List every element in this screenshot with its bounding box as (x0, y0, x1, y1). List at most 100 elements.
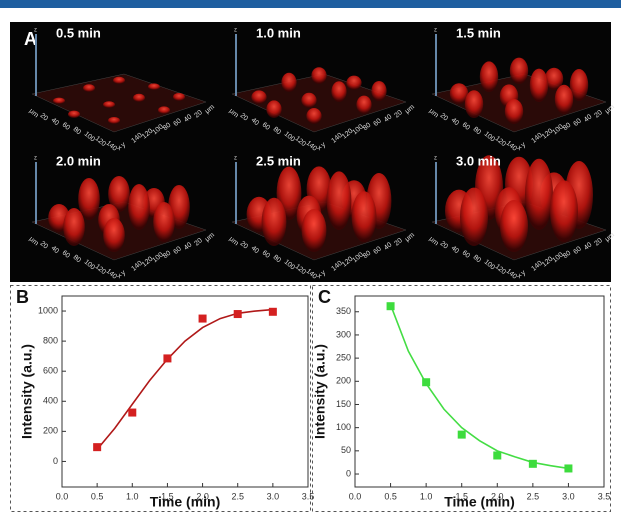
z-axis-label: z (434, 156, 437, 162)
panel-label: C (318, 287, 331, 307)
data-point (458, 431, 466, 439)
y-tick-label: 250 (336, 352, 351, 362)
intensity-peak (266, 100, 281, 118)
tile-time-label: 2.0 min (56, 153, 101, 168)
x-tick-label: 0.5 (384, 491, 397, 501)
y-tick-label: 200 (43, 426, 58, 436)
y-tick-label: 350 (336, 306, 351, 316)
intensity-peak (133, 94, 145, 102)
intensity-peak (103, 101, 115, 108)
intensity-peak (128, 184, 150, 230)
intensity-peak (555, 85, 573, 114)
intensity-peak (158, 106, 170, 114)
intensity-peak (331, 81, 346, 102)
header-bar (0, 0, 621, 8)
intensity-peak (306, 108, 321, 124)
data-point (199, 315, 207, 323)
tile-time-label: 3.0 min (456, 153, 501, 168)
x-tick-label: 1.0 (420, 491, 433, 501)
intensity-peak (302, 209, 327, 252)
z-axis-label: z (34, 28, 37, 34)
intensity-peak (153, 202, 175, 242)
data-point (564, 464, 572, 472)
x-tick-label: 0.0 (349, 491, 362, 501)
y-tick-label: 400 (43, 396, 58, 406)
intensity-peak (301, 93, 316, 108)
data-point (387, 302, 395, 310)
fit-curve (391, 305, 569, 469)
intensity-peak (550, 180, 578, 242)
x-tick-label: 0.5 (91, 491, 104, 501)
y-axis-title: Intensity (a.u.) (19, 344, 35, 439)
z-axis-label: z (434, 28, 437, 34)
panel-c-frame (313, 286, 611, 512)
tile-time-label: 1.0 min (256, 25, 301, 40)
intensity-peak (465, 90, 483, 118)
intensity-peak (530, 69, 548, 102)
x-tick-label: 0.0 (56, 491, 69, 501)
figure: A0.5 minzμm20406080100120140xy1401201008… (0, 0, 621, 516)
y-tick-label: 800 (43, 335, 58, 345)
data-point (234, 310, 242, 318)
z-axis-label: z (234, 28, 237, 34)
intensity-peak (53, 98, 65, 104)
intensity-peak (173, 93, 185, 101)
intensity-peak (103, 218, 125, 252)
intensity-peak (281, 73, 296, 92)
intensity-peak (68, 111, 80, 118)
intensity-peak (262, 198, 287, 246)
x-tick-label: 3.5 (302, 491, 315, 501)
tile-time-label: 0.5 min (56, 25, 101, 40)
x-tick-label: 3.0 (267, 491, 280, 501)
intensity-peak (480, 61, 498, 92)
data-point (422, 378, 430, 386)
y-tick-label: 100 (336, 422, 351, 432)
y-tick-label: 150 (336, 399, 351, 409)
y-tick-label: 0 (346, 468, 351, 478)
intensity-peak (505, 99, 523, 124)
page: {"panel_a": {"label": "A", "tiles": ["0.… (0, 0, 621, 516)
y-tick-label: 50 (341, 445, 351, 455)
intensity-peak (148, 83, 160, 90)
intensity-peak (346, 76, 361, 90)
intensity-peak (311, 67, 326, 84)
intensity-peak (510, 58, 528, 84)
panel-label: B (16, 287, 29, 307)
x-tick-label: 3.5 (598, 491, 611, 501)
x-tick-label: 2.5 (231, 491, 244, 501)
plot-frame (355, 296, 604, 487)
tile-time-label: 1.5 min (456, 25, 501, 40)
y-tick-label: 600 (43, 366, 58, 376)
data-point (128, 409, 136, 417)
x-tick-label: 3.0 (562, 491, 575, 501)
y-axis-title: Intensity (a.u.) (312, 344, 328, 439)
x-axis-title: Time (min) (150, 494, 221, 510)
fit-curve (97, 310, 273, 450)
y-tick-label: 300 (336, 329, 351, 339)
data-point (269, 308, 277, 316)
intensity-peak (460, 188, 488, 246)
z-axis-label: z (234, 156, 237, 162)
intensity-peak (108, 117, 120, 124)
x-tick-label: 1.0 (126, 491, 139, 501)
plot-frame (62, 296, 308, 487)
intensity-peak (83, 84, 95, 92)
intensity-peak (113, 77, 125, 84)
intensity-peak (63, 208, 85, 246)
x-tick-label: 2.5 (527, 491, 540, 501)
tile-time-label: 2.5 min (256, 153, 301, 168)
y-tick-label: 0 (53, 456, 58, 466)
data-point (163, 354, 171, 362)
data-point (493, 451, 501, 459)
y-tick-label: 200 (336, 376, 351, 386)
intensity-peak (251, 90, 266, 104)
x-axis-title: Time (min) (444, 494, 515, 510)
intensity-peak (500, 200, 528, 252)
intensity-peak (356, 96, 371, 114)
intensity-peak (371, 81, 386, 101)
y-tick-label: 1000 (38, 305, 58, 315)
data-point (93, 443, 101, 451)
z-axis-label: z (34, 156, 37, 162)
intensity-peak (525, 159, 553, 230)
intensity-peak (352, 191, 377, 242)
